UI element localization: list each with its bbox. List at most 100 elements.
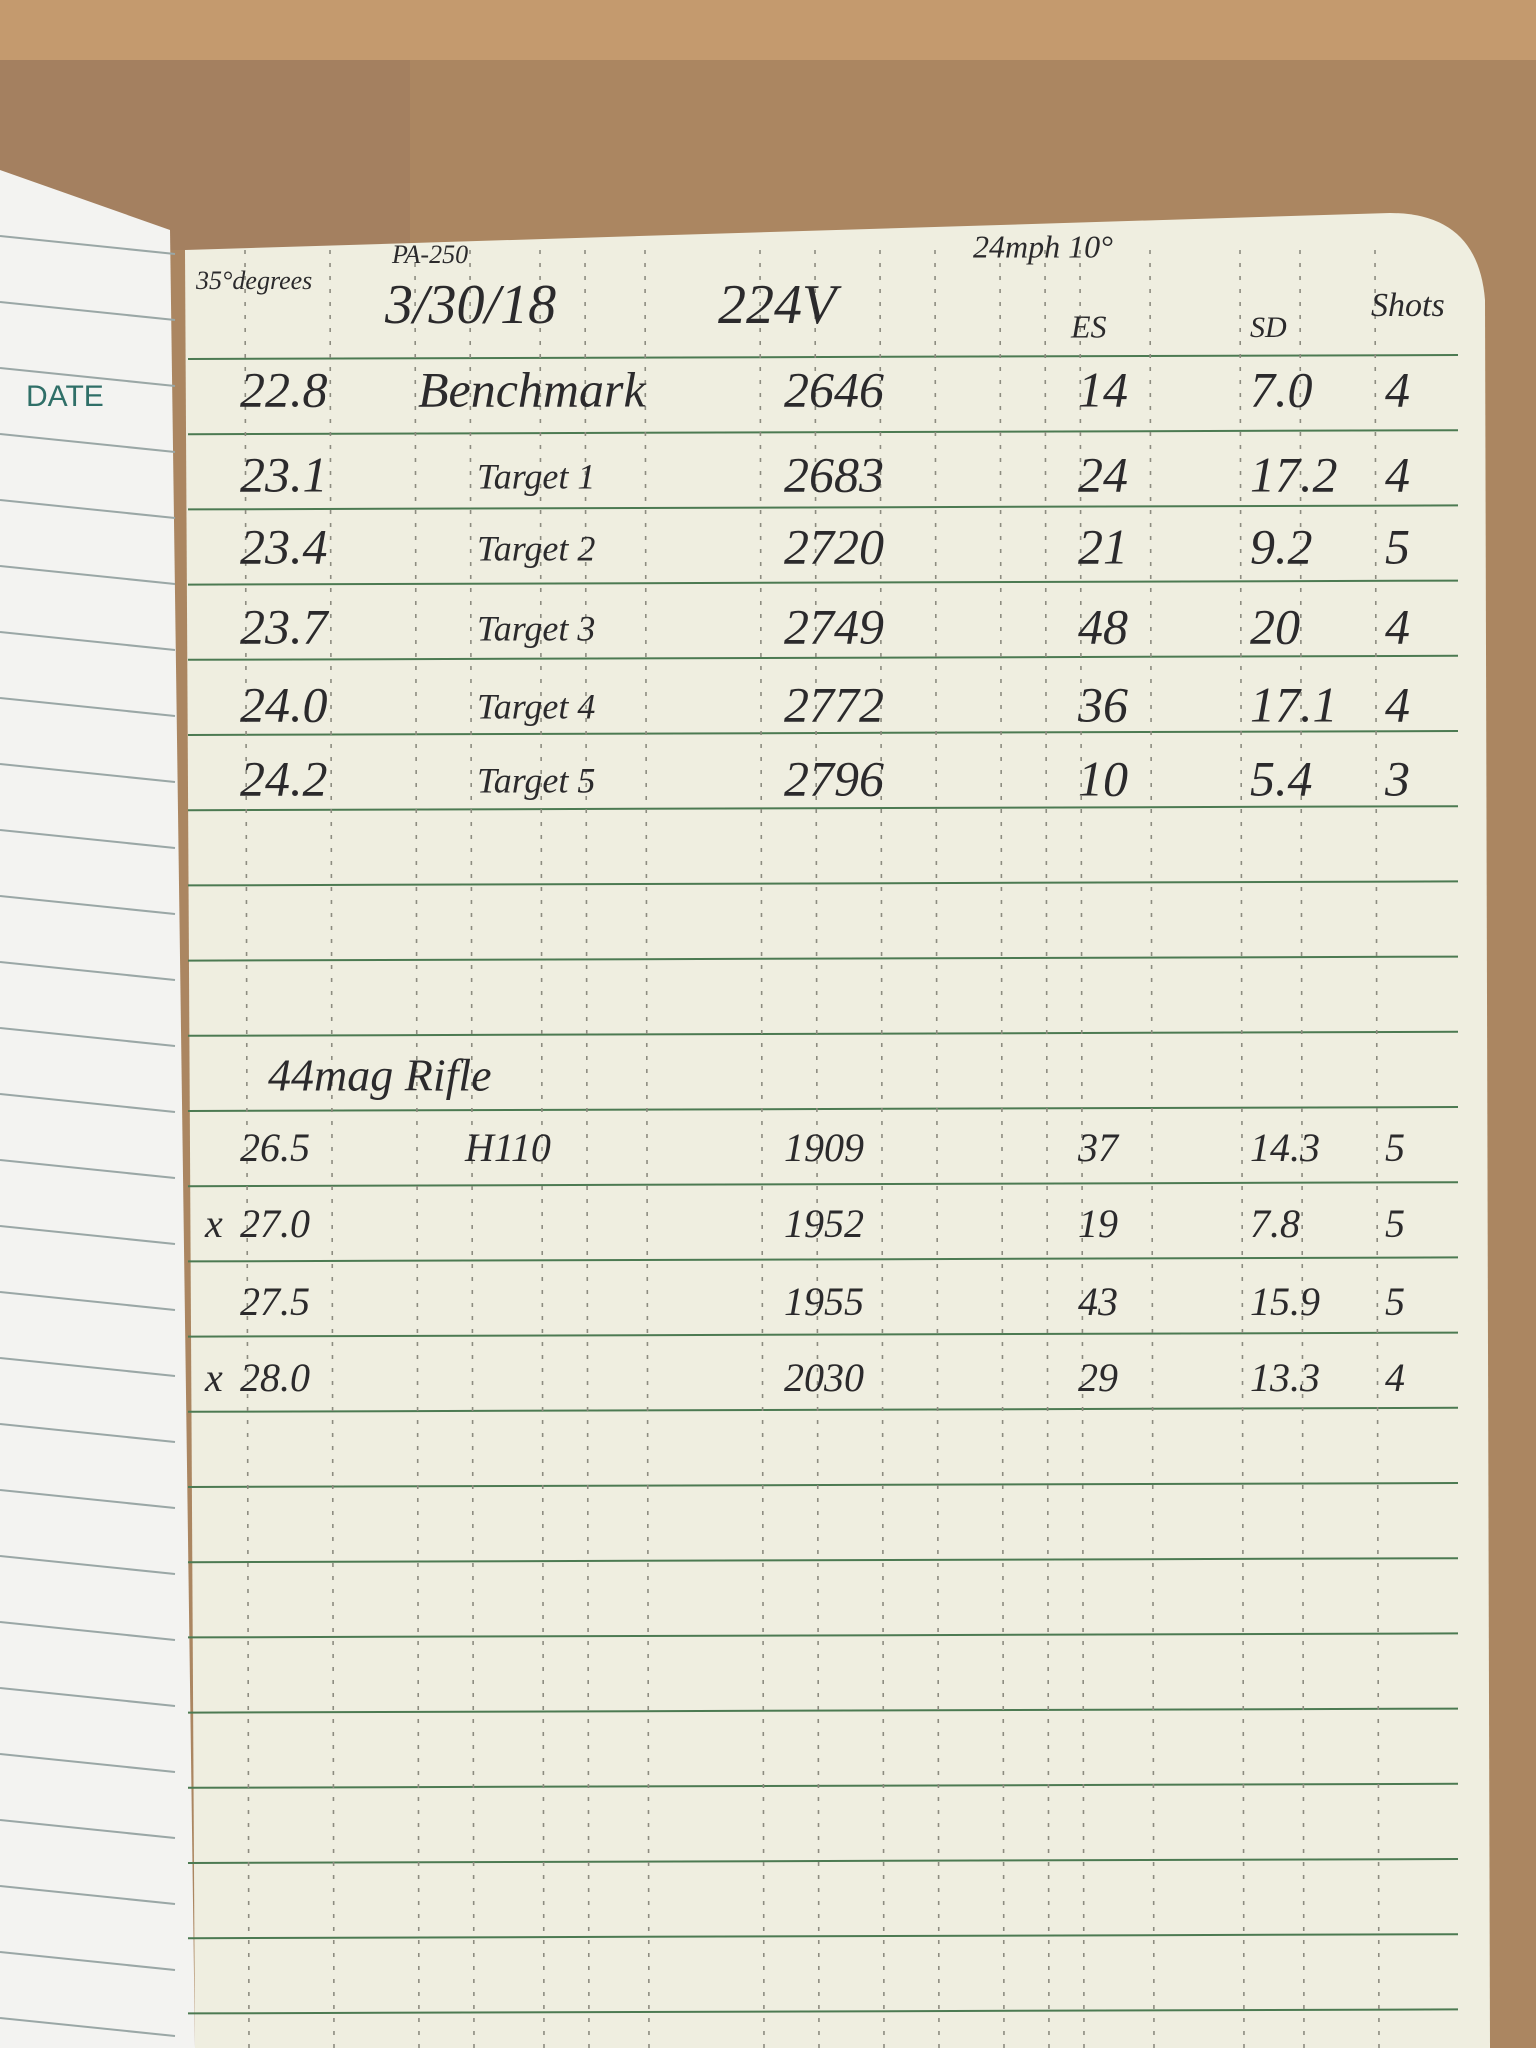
cell-load: Target 1 xyxy=(477,456,595,496)
ruled-line xyxy=(187,1482,1459,1488)
cell-load: Benchmark xyxy=(418,361,646,417)
cell-sd: 5.4 xyxy=(1250,750,1313,806)
cell-es: 10 xyxy=(1078,750,1128,806)
cell-es: 29 xyxy=(1078,1355,1118,1400)
left-ruled-line xyxy=(0,565,176,585)
ruled-line xyxy=(187,730,1459,736)
cell-load: Target 4 xyxy=(477,686,595,726)
left-ruled-line xyxy=(0,1687,176,1707)
cell-load: Target 3 xyxy=(477,608,595,648)
left-ruled-line xyxy=(0,367,176,387)
cell-charge: 28.0 xyxy=(240,1355,310,1400)
dot-column xyxy=(814,249,820,2048)
ruled-line xyxy=(187,880,1459,887)
ruled-line xyxy=(187,805,1459,812)
left-ruled-line xyxy=(0,1291,176,1311)
left-page xyxy=(0,170,195,2048)
left-ruled-line xyxy=(0,1819,176,1839)
wind: 24mph 10° xyxy=(973,228,1113,264)
cell-charge: 24.2 xyxy=(240,750,328,806)
left-ruled-line xyxy=(0,829,176,849)
cell-velocity: 2720 xyxy=(784,518,884,574)
dot-column xyxy=(1239,249,1245,2048)
left-ruled-line xyxy=(0,1357,176,1377)
cell-sd: 14.3 xyxy=(1250,1125,1320,1170)
cell-velocity: 2749 xyxy=(784,598,884,654)
left-ruled-line xyxy=(0,1489,176,1509)
column-header: Shots xyxy=(1371,287,1445,324)
ruled-line xyxy=(187,1707,1459,1714)
cell-sd: 17.1 xyxy=(1250,676,1338,732)
left-ruled-line xyxy=(0,763,176,783)
cell-charge: 27.0 xyxy=(240,1201,310,1246)
dot-column xyxy=(329,249,335,2048)
left-ruled-line xyxy=(0,301,176,321)
left-ruled-line xyxy=(0,1093,176,1113)
column-header: SD xyxy=(1250,311,1287,344)
cell-shots: 4 xyxy=(1385,446,1410,502)
ruled-line xyxy=(187,504,1459,511)
cell-velocity: 2683 xyxy=(784,446,884,502)
cell-es: 37 xyxy=(1077,1125,1120,1170)
dot-column xyxy=(1079,249,1085,2048)
cell-es: 14 xyxy=(1078,361,1128,417)
left-ruled-line xyxy=(0,1159,176,1179)
cell-sd: 17.2 xyxy=(1250,446,1338,502)
cell-charge: 23.7 xyxy=(240,598,330,654)
left-ruled-line xyxy=(0,1621,176,1641)
cell-es: 19 xyxy=(1078,1201,1118,1246)
ruled-line xyxy=(187,955,1459,962)
left-ruled-line xyxy=(0,1555,176,1575)
cell-shots: 4 xyxy=(1385,361,1410,417)
cell-load: Target 2 xyxy=(477,528,595,568)
dot-column xyxy=(1299,249,1305,2048)
ruled-line xyxy=(187,354,1459,360)
ruled-line xyxy=(187,1406,1459,1413)
cell-es: 21 xyxy=(1078,518,1128,574)
cell-es: 24 xyxy=(1078,446,1128,502)
cell-mark: x xyxy=(204,1201,223,1246)
rows: 22.8 Benchmark 2646 14 7.0 4 23.1 Target 1 2683 2… xyxy=(204,361,1410,1400)
cell-shots: 5 xyxy=(1385,1125,1405,1170)
cell-charge: 27.5 xyxy=(240,1279,310,1324)
left-ruled-line xyxy=(0,1951,176,1971)
cell-velocity: 1952 xyxy=(784,1201,864,1246)
dot-column xyxy=(414,249,420,2048)
date: 3/30/18 xyxy=(384,274,556,336)
cell-shots: 4 xyxy=(1385,1355,1405,1400)
cell-shots: 4 xyxy=(1385,676,1410,732)
date-label: DATE xyxy=(26,380,104,413)
cell-velocity: 2772 xyxy=(784,676,884,732)
cell-velocity: 2646 xyxy=(784,361,884,417)
cell-sd: 15.9 xyxy=(1250,1279,1320,1324)
cell-load: H110 xyxy=(464,1125,551,1170)
left-ruled-line xyxy=(0,1225,176,1245)
cell-shots: 5 xyxy=(1385,518,1410,574)
cell-sd: 9.2 xyxy=(1250,518,1313,574)
ruled-line xyxy=(187,429,1459,436)
left-ruled-line xyxy=(0,631,176,651)
caliber: 224V xyxy=(718,274,842,336)
ruled-line xyxy=(187,1331,1459,1338)
column-header: ES xyxy=(1070,308,1107,344)
left-ruled-line xyxy=(0,499,176,519)
left-ruled-line xyxy=(0,235,176,255)
cell-es: 43 xyxy=(1078,1279,1118,1324)
cell-velocity: 2796 xyxy=(784,750,884,806)
cell-velocity: 1955 xyxy=(784,1279,864,1324)
dot-column xyxy=(584,249,590,2048)
right-page xyxy=(185,213,1490,2048)
cell-sd: 7.8 xyxy=(1250,1201,1300,1246)
left-ruled-line xyxy=(0,433,176,453)
cell-es: 36 xyxy=(1077,676,1128,732)
cell-charge: 23.4 xyxy=(240,518,328,574)
section-title: 44mag Rifle xyxy=(268,1050,492,1101)
ruled-line xyxy=(187,579,1459,586)
ruled-line xyxy=(187,1782,1459,1789)
dot-column xyxy=(1149,249,1155,2048)
ruled-line xyxy=(187,1933,1459,1940)
dot-column xyxy=(244,249,250,2048)
cell-charge: 26.5 xyxy=(240,1125,310,1170)
